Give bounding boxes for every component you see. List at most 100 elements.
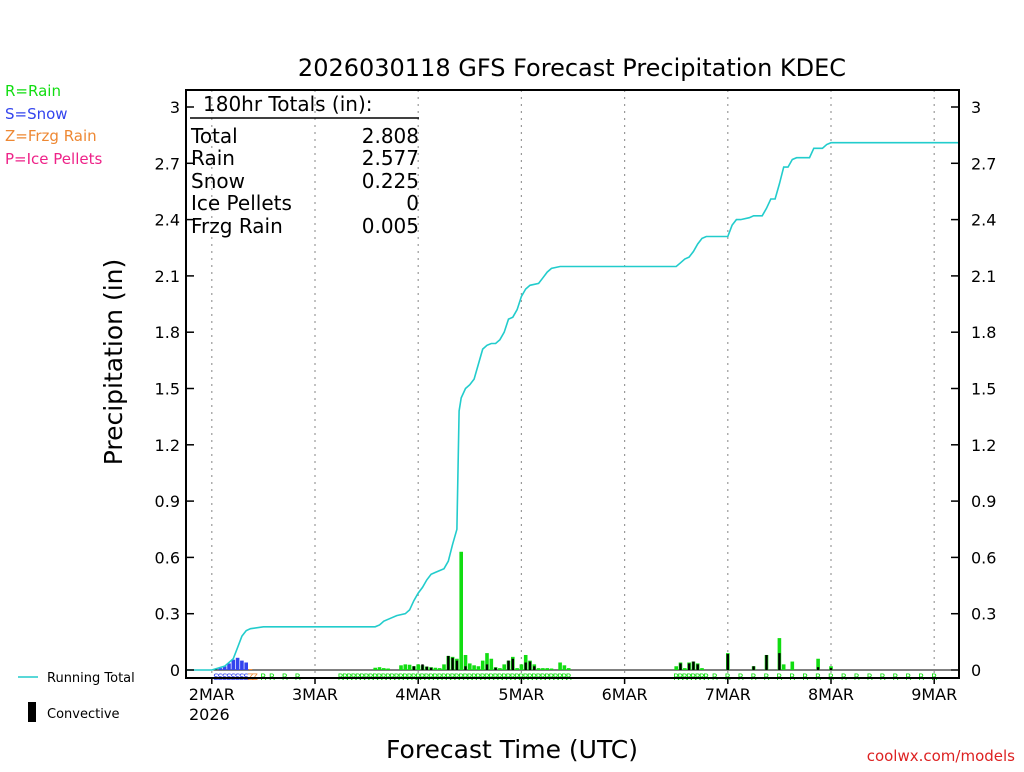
precip-bar	[489, 658, 494, 670]
x-axis-ticks: 2MAR 3MAR 4MAR 5MAR 6MAR 7MAR 8MAR 9MAR	[189, 678, 957, 704]
precip-bar	[244, 662, 248, 670]
y-tick-label-left: 0	[170, 661, 180, 680]
precip-bar	[566, 668, 571, 670]
precip-bar	[240, 660, 244, 670]
legend-convective-swatch	[28, 702, 36, 722]
y-tick-label-left: 2.7	[155, 154, 180, 173]
x-tick-label: 7MAR	[705, 685, 751, 704]
convective-bar	[687, 663, 691, 670]
precip-bar	[386, 668, 390, 670]
y-tick-label-left: 3	[170, 98, 180, 117]
totals-label-freezing-rain: Frzg Rain	[191, 214, 283, 238]
convective-bar	[533, 666, 536, 670]
plot-frame	[185, 89, 960, 679]
totals-value-ice-pellets: 0	[406, 191, 419, 215]
precip-bar	[541, 668, 545, 670]
totals-value-total: 2.808	[362, 124, 419, 148]
y-axis-label: Precipitation (in)	[99, 259, 128, 466]
convective-bar	[421, 664, 424, 670]
x-tick-label: 4MAR	[395, 685, 441, 704]
y-tick-label-left: 0.3	[155, 605, 180, 624]
convective-bar	[412, 666, 416, 670]
precip-bar	[442, 664, 446, 670]
convective-bar	[765, 654, 768, 670]
precip-bar	[403, 664, 408, 670]
precip-bar	[222, 666, 227, 670]
y-tick-label-left: 2.4	[155, 211, 180, 230]
y-tick-label-left: 1.2	[155, 436, 180, 455]
running-total-line	[186, 141, 960, 671]
precip-bar	[472, 665, 476, 670]
precip-bar	[248, 669, 253, 670]
precip-bars	[218, 551, 833, 670]
x-tick-label: 6MAR	[602, 685, 648, 704]
precip-bar	[545, 668, 549, 670]
convective-bar	[425, 666, 428, 670]
y-tick-label-left: 0.9	[155, 492, 180, 511]
convective-bar	[528, 661, 532, 670]
convective-bar	[464, 666, 467, 670]
y-tick-label-right: 0	[971, 661, 981, 680]
precip-bar	[498, 668, 502, 670]
legend-running-total-label: Running Total	[47, 671, 135, 686]
convective-bar	[696, 664, 699, 670]
precip-bar	[399, 665, 403, 670]
convective-bar	[829, 668, 833, 670]
precip-bar	[674, 666, 678, 670]
convective-bar	[429, 667, 433, 670]
precip-bar	[218, 668, 223, 670]
x-tick-label: 9MAR	[911, 685, 957, 704]
precip-bar	[382, 668, 386, 670]
precip-bar	[558, 662, 562, 670]
gridlines	[186, 90, 959, 678]
precip-bar	[536, 668, 541, 670]
y-tick-label-right: 0.9	[971, 492, 996, 511]
convective-bar	[524, 662, 527, 670]
convective-bar	[726, 654, 729, 670]
y-tick-label-left: 2.1	[155, 267, 180, 286]
precip-bar	[816, 658, 820, 670]
totals-label-ice-pellets: Ice Pellets	[191, 191, 292, 215]
precip-bar	[373, 667, 377, 670]
totals-label-snow: Snow	[191, 169, 245, 193]
precip-bar	[437, 668, 442, 670]
convective-bar	[778, 653, 781, 670]
chart-title: 2026030118 GFS Forecast Precipitation KD…	[298, 54, 846, 82]
precip-bar	[433, 667, 438, 670]
credit-text: coolwx.com/models	[867, 747, 1015, 765]
x-tick-label: 8MAR	[808, 685, 854, 704]
x-tick-year: 2026	[189, 705, 230, 724]
convective-bar	[511, 658, 514, 670]
precip-bar	[407, 664, 412, 670]
convective-bar	[752, 666, 755, 670]
precip-bar	[700, 668, 704, 670]
precip-bar	[519, 664, 524, 670]
convective-bar	[485, 664, 489, 670]
convective-bar	[679, 663, 682, 670]
legend-freezing-rain: Z=Frzg Rain	[5, 127, 97, 145]
legend-snow: S=Snow	[5, 105, 68, 123]
totals-box: 180hr Totals (in): Total 2.808 Rain 2.57…	[190, 92, 419, 238]
x-tick-label: 2MAR	[189, 685, 235, 704]
convective-bar	[455, 660, 459, 670]
y-tick-label-right: 1.8	[971, 323, 996, 342]
legend-rain: R=Rain	[5, 82, 61, 100]
precip-bar	[459, 551, 463, 670]
totals-value-freezing-rain: 0.005	[362, 214, 419, 238]
precip-bar	[562, 665, 567, 670]
precip-bar	[231, 659, 236, 670]
convective-bar	[447, 655, 450, 670]
totals-value-snow: 0.225	[362, 169, 419, 193]
totals-header: 180hr Totals (in):	[203, 92, 373, 116]
x-tick-label: 3MAR	[292, 685, 338, 704]
precip-bar	[377, 667, 382, 670]
precip-bar	[790, 661, 795, 670]
y-tick-label-right: 3	[971, 98, 981, 117]
totals-label-rain: Rain	[191, 146, 235, 170]
precip-bar	[683, 668, 687, 670]
convective-bar	[692, 661, 695, 670]
precip-bar	[235, 657, 240, 670]
precip-bar	[476, 666, 481, 670]
